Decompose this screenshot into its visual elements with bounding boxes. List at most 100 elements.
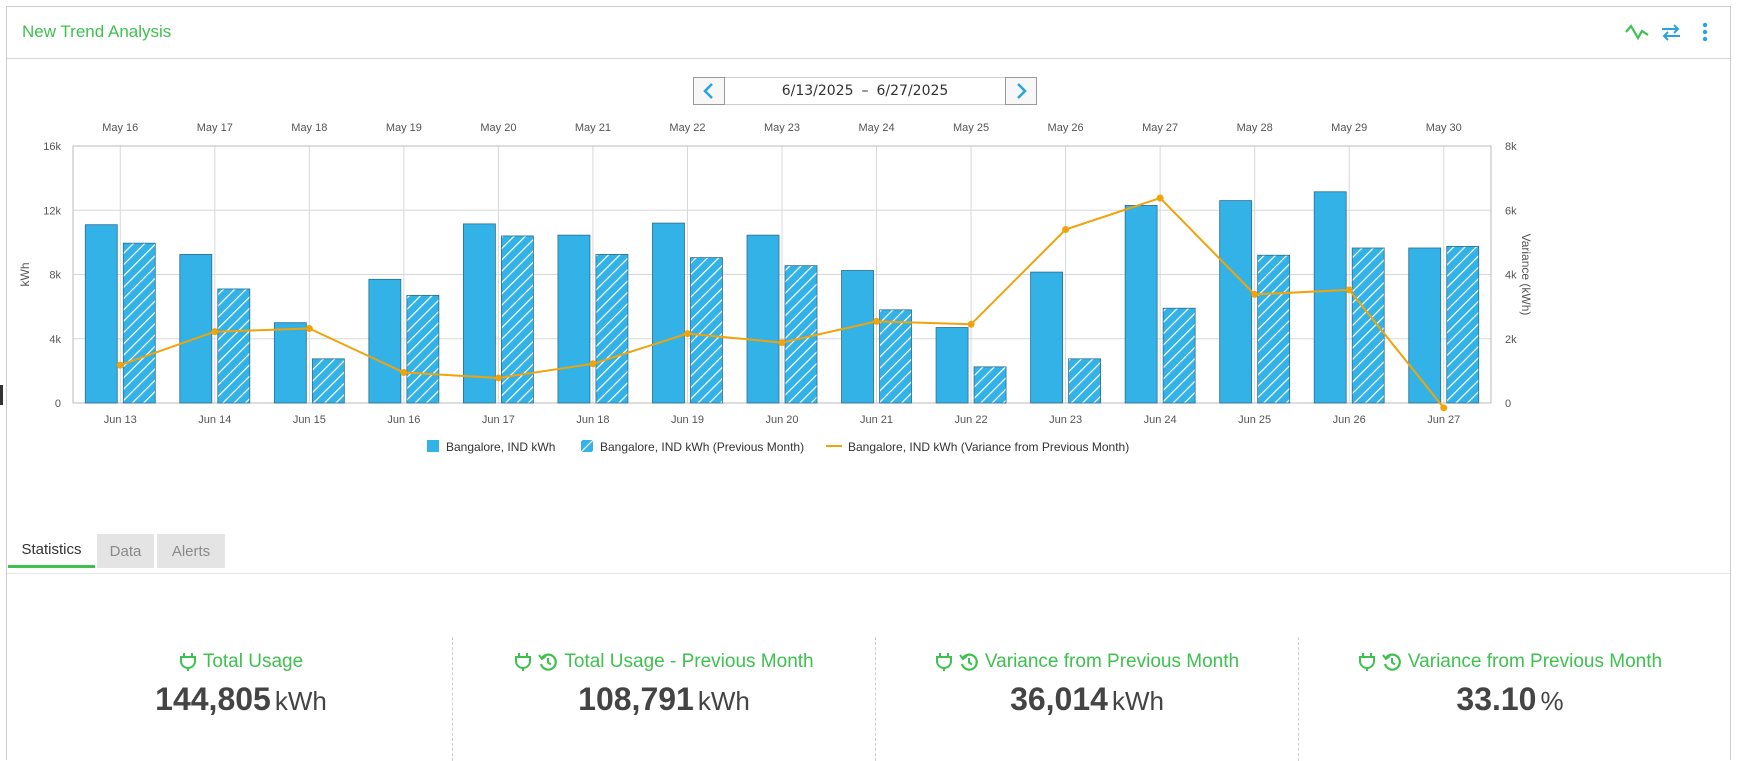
bar-previous — [217, 288, 251, 404]
stat-variance-percent: Variance from Previous Month 33.10% — [1298, 637, 1721, 761]
chevron-left-icon — [703, 83, 713, 99]
x-top-tick-label: May 29 — [1331, 122, 1367, 134]
trend-analysis-panel: New Trend Analysis 6/13/2025 – 6/27/2025 — [6, 6, 1731, 761]
history-icon — [1382, 653, 1401, 671]
stat-value: 33.10 — [1456, 681, 1537, 717]
stat-label: Variance from Previous Month — [1407, 651, 1663, 672]
date-separator: – — [861, 83, 869, 99]
y-right-tick-label: 6k — [1505, 205, 1517, 217]
bar-previous — [1068, 358, 1101, 404]
tab-statistics[interactable]: Statistics — [8, 534, 95, 568]
swap-arrows-icon[interactable] — [1658, 19, 1684, 45]
x-tick-label: Jun 15 — [293, 414, 326, 426]
variance-point — [1156, 194, 1164, 202]
x-top-tick-label: May 18 — [291, 122, 327, 134]
x-top-tick-label: May 25 — [953, 122, 989, 134]
trend-chart: 0 4k 8k 12k 16k 0 2k 4k 6k 8k Jun 13 May 16 Jun 14 Ma… — [18, 122, 1533, 454]
x-tick-label: Jun 22 — [955, 414, 988, 426]
bar-previous — [879, 309, 912, 404]
tab-data[interactable]: Data — [97, 534, 154, 568]
x-top-tick-label: May 27 — [1142, 122, 1178, 134]
y-tick-label: 0 — [55, 398, 61, 410]
variance-point — [494, 374, 502, 382]
x-top-tick-label: May 28 — [1237, 122, 1273, 134]
bar-previous — [500, 235, 534, 404]
x-tick-label: Jun 19 — [671, 414, 704, 426]
variance-point — [589, 360, 597, 368]
y-tick-label: 8k — [49, 270, 61, 282]
x-top-tick-label: May 24 — [858, 122, 894, 134]
x-top-tick-label: May 22 — [669, 122, 705, 134]
bar-current — [557, 234, 591, 404]
legend-label: Bangalore, IND kWh — [446, 440, 555, 454]
panel-header: New Trend Analysis — [7, 7, 1730, 59]
x-tick-label: Jun 27 — [1427, 414, 1460, 426]
y-axis-title: kWh — [18, 263, 32, 287]
bar-previous — [1351, 247, 1385, 404]
x-tick-label: Jun 21 — [860, 414, 893, 426]
stat-total-usage-previous: Total Usage - Previous Month 108,791 kWh — [452, 637, 875, 761]
bar-current — [1313, 191, 1347, 404]
variance-point — [211, 328, 219, 336]
x-top-tick-label: May 17 — [197, 122, 233, 134]
bar-current — [935, 327, 969, 404]
x-top-tick-label: May 30 — [1426, 122, 1462, 134]
stat-variance-kwh: Variance from Previous Month 36,014 kWh — [875, 637, 1298, 761]
bar-previous — [1257, 254, 1291, 404]
y-right-tick-label: 8k — [1505, 141, 1517, 153]
bar-previous — [784, 265, 818, 404]
x-top-tick-label: May 19 — [386, 122, 422, 134]
stat-unit: kWh — [274, 686, 327, 716]
variance-point — [967, 320, 975, 328]
stat-value: 144,805 — [155, 681, 271, 717]
variance-point — [116, 361, 124, 369]
stat-unit: kWh — [1111, 686, 1164, 716]
variance-point — [778, 339, 786, 347]
y-tick-label: 4k — [49, 334, 61, 346]
x-top-tick-label: May 21 — [575, 122, 611, 134]
bar-current — [841, 270, 874, 404]
x-tick-label: Jun 24 — [1144, 414, 1177, 426]
statistics-panel: Total Usage 144,805 kWh Total Usage - Pre… — [7, 637, 1730, 761]
y-right-tick-label: 4k — [1505, 270, 1517, 282]
more-vertical-icon[interactable] — [1692, 19, 1718, 45]
bar-previous — [973, 366, 1007, 404]
x-tick-label: Jun 26 — [1333, 414, 1366, 426]
plug-icon — [515, 653, 532, 671]
next-range-button[interactable] — [1005, 77, 1037, 105]
plug-icon — [1358, 653, 1375, 671]
y-right-axis-title: Variance (kWh) — [1519, 234, 1533, 316]
legend-swatch-current — [427, 440, 439, 452]
x-top-tick-label: May 26 — [1048, 122, 1084, 134]
y-tick-label: 12k — [43, 205, 61, 217]
bar-current — [179, 254, 213, 404]
cursor-mark — [0, 385, 3, 405]
x-tick-label: Jun 18 — [576, 414, 609, 426]
plug-icon — [179, 653, 196, 671]
legend-label: Bangalore, IND kWh (Previous Month) — [600, 440, 804, 454]
bar-current — [273, 322, 307, 404]
variance-point — [1345, 286, 1353, 294]
stat-unit: % — [1540, 686, 1564, 716]
plug-icon — [935, 653, 952, 671]
bar-previous — [595, 254, 629, 404]
stat-label: Total Usage - Previous Month — [564, 651, 814, 672]
bar-previous — [1446, 245, 1480, 404]
legend-swatch-previous — [581, 440, 593, 452]
bar-current — [84, 224, 118, 404]
bar-current — [368, 278, 402, 404]
variance-point — [1251, 290, 1259, 298]
stat-value: 108,791 — [578, 681, 694, 717]
panel-title: New Trend Analysis — [22, 22, 172, 41]
bar-previous — [690, 257, 723, 404]
date-range-display[interactable]: 6/13/2025 – 6/27/2025 — [725, 77, 1005, 105]
stat-label: Total Usage — [202, 651, 304, 672]
tab-alerts[interactable]: Alerts — [157, 534, 225, 568]
history-icon — [959, 653, 978, 671]
trend-line-icon[interactable] — [1624, 19, 1650, 45]
variance-point — [400, 368, 408, 376]
previous-range-button[interactable] — [693, 77, 725, 105]
history-icon — [538, 653, 558, 671]
x-tick-label: Jun 14 — [198, 414, 231, 426]
x-top-tick-label: May 20 — [480, 122, 516, 134]
